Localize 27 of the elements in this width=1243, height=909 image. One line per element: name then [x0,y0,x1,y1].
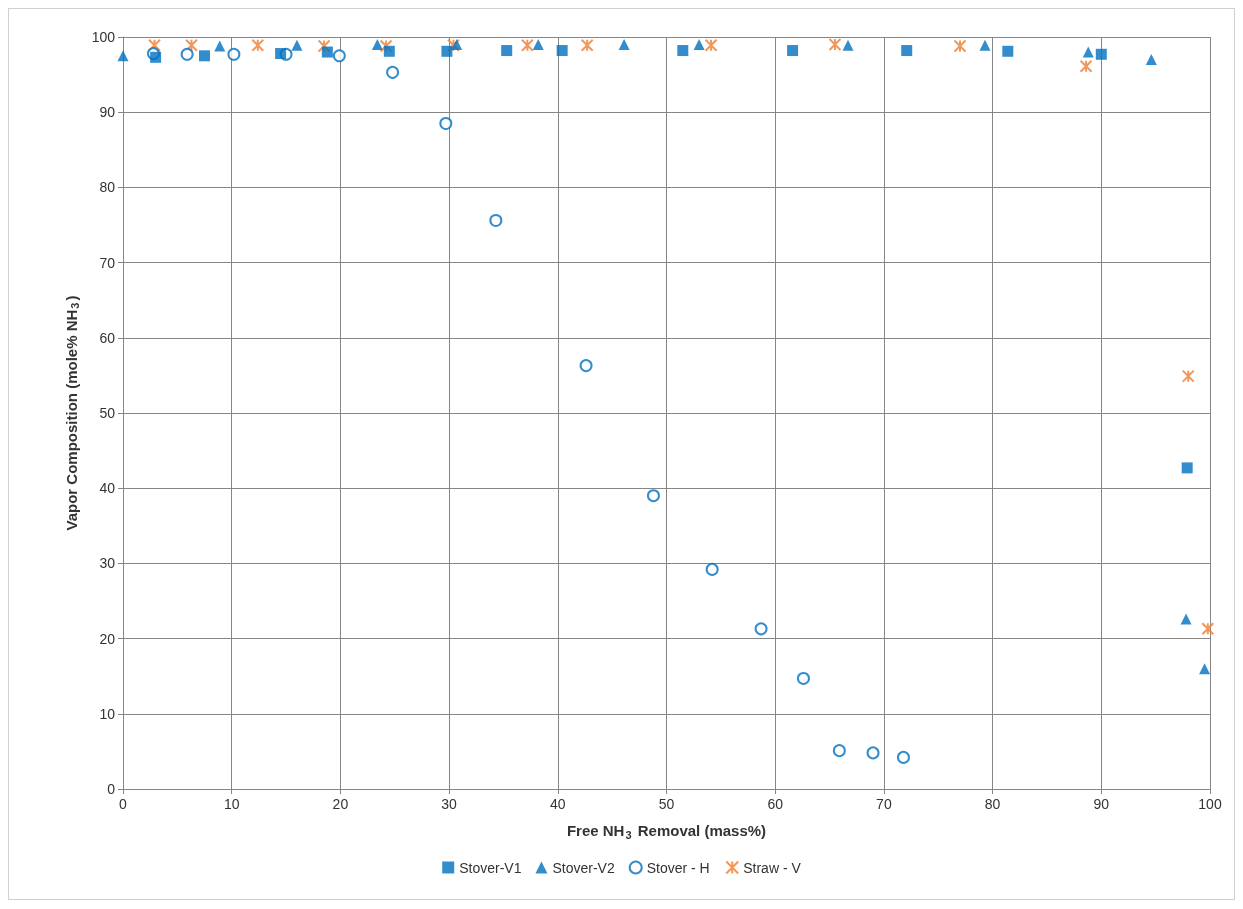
legend-label: Straw - V [743,859,802,876]
x-tick-label: 70 [876,796,892,812]
x-tick-label: 20 [332,796,349,812]
x-tick-label: 60 [767,796,784,812]
y-tick-label: 60 [99,329,116,346]
legend-label: Stover - H [646,859,710,876]
x-tick-label: 80 [984,796,1001,812]
y-tick-label: 100 [91,29,116,45]
legend-label: Stover-V2 [552,859,615,876]
x-tick-label: 10 [223,796,240,812]
x-tick-label: 100 [1198,796,1222,812]
y-tick-label: 10 [99,705,116,722]
legend-label: Stover-V1 [459,859,522,876]
x-tick-label: 0 [119,796,128,812]
x-tick-label: 90 [1093,796,1110,812]
y-tick-label: 30 [99,555,116,572]
y-tick-label: 20 [99,630,116,647]
y-tick-label: 70 [99,254,116,271]
y-tick-label: 80 [99,179,116,196]
y-axis-title: Vapor Composition (mole% NH3) [62,295,82,531]
x-tick-label: 40 [550,796,566,812]
y-tick-label: 50 [99,405,116,421]
y-tick-label: 40 [99,480,116,497]
x-tick-label: 50 [658,796,675,812]
y-tick-label: 90 [99,104,116,121]
y-tick-label: 0 [107,781,116,797]
x-tick-label: 30 [441,796,458,812]
